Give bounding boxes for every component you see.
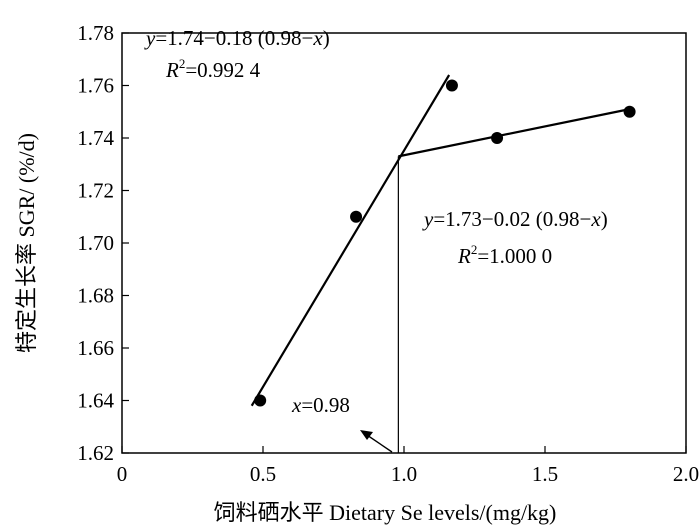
- y-tick-label: 1.62: [77, 441, 114, 465]
- x-tick-label: 2.0: [673, 462, 699, 486]
- r-squared-left-symbol: R: [165, 58, 179, 82]
- x-axis-ticks: 0 0.5 1.0 1.5 2.0: [117, 446, 699, 486]
- y-axis-title: 特定生长率 SGR/ (%/d): [14, 133, 39, 353]
- equation-right-expr: =1.73−0.02 (0.98−: [433, 207, 591, 231]
- equation-left-x: x: [312, 26, 323, 50]
- data-point: [445, 79, 458, 92]
- breakpoint-label: x=0.98: [291, 393, 350, 417]
- r-squared-right-exp: 2: [471, 242, 478, 257]
- equation-left-expr: =1.74−0.18 (0.98−: [155, 26, 313, 50]
- r-squared-right: R2=1.000 0: [457, 242, 552, 268]
- equation-right-close: ): [601, 207, 608, 231]
- x-tick-label: 0.5: [250, 462, 276, 486]
- equation-right-x: x: [590, 207, 601, 231]
- x-tick-label: 0: [117, 462, 128, 486]
- y-tick-label: 1.66: [77, 336, 114, 360]
- x-axis-title: 饲料硒水平 Dietary Se levels/(mg/kg): [214, 500, 557, 525]
- r-squared-left: R2=0.992 4: [165, 56, 261, 82]
- equation-right: y=1.73−0.02 (0.98−x): [422, 207, 608, 231]
- r-squared-left-value: =0.992 4: [185, 58, 260, 82]
- y-tick-label: 1.74: [77, 126, 114, 150]
- equation-left-y: y: [144, 26, 156, 50]
- plot-frame: [121, 32, 687, 454]
- y-axis-ticks: 1.62 1.64 1.66 1.68 1.70 1.72 1.74 1.76 1.78: [77, 21, 129, 465]
- data-point: [623, 105, 636, 118]
- equation-left-close: ): [323, 26, 330, 50]
- fit-lines: [250, 74, 630, 407]
- equation-left: y=1.74−0.18 (0.98−x): [144, 26, 330, 50]
- breakpoint-label-x: x: [291, 393, 302, 417]
- data-points: [254, 79, 636, 407]
- data-point: [350, 210, 363, 223]
- r-squared-right-symbol: R: [457, 244, 471, 268]
- fit-line-ascending: [250, 74, 451, 407]
- fit-line-plateau: [398, 108, 630, 158]
- y-tick-label: 1.78: [77, 21, 114, 45]
- equation-right-y: y: [422, 207, 434, 231]
- r-squared-left-exp: 2: [179, 56, 186, 71]
- breakpoint-label-value: =0.98: [301, 393, 350, 417]
- data-point: [254, 394, 267, 407]
- y-tick-label: 1.64: [77, 389, 114, 413]
- data-point: [491, 132, 504, 144]
- x-tick-label: 1.0: [391, 462, 417, 486]
- y-tick-label: 1.70: [77, 231, 114, 255]
- r-squared-right-value: =1.000 0: [477, 244, 552, 268]
- y-tick-label: 1.72: [77, 179, 114, 203]
- y-tick-label: 1.76: [77, 74, 114, 98]
- y-tick-label: 1.68: [77, 284, 114, 308]
- breakpoint-arrow-head: [360, 430, 373, 440]
- x-tick-label: 1.5: [532, 462, 558, 486]
